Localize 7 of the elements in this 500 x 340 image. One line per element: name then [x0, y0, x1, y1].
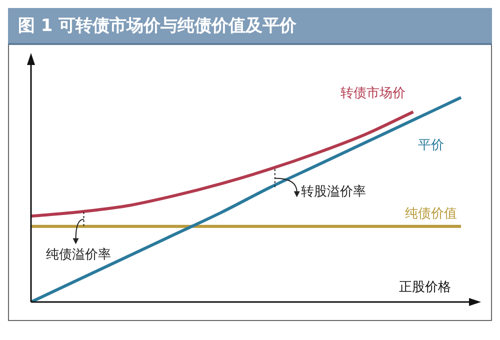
chart-title: 图 1 可转债市场价与纯债价值及平价 — [8, 8, 492, 45]
series-label: 纯债价值 — [405, 206, 457, 222]
annotation: 纯债溢价率 — [46, 246, 111, 263]
series-label: 平价 — [418, 138, 444, 153]
annotation: 转股溢价率 — [300, 184, 366, 200]
series-label: 转债市场价 — [340, 86, 406, 102]
x-axis-title: 正股价格 — [399, 280, 451, 295]
